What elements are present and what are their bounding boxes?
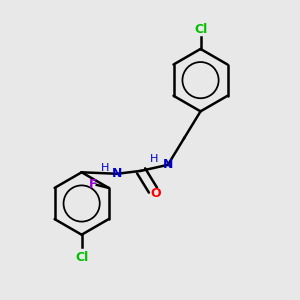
Text: Cl: Cl — [75, 251, 88, 264]
Text: N: N — [163, 158, 173, 171]
Text: Cl: Cl — [194, 23, 207, 37]
Text: O: O — [151, 187, 161, 200]
Text: F: F — [89, 178, 98, 191]
Text: N: N — [112, 167, 122, 180]
Text: H: H — [101, 163, 110, 173]
Text: H: H — [150, 154, 159, 164]
